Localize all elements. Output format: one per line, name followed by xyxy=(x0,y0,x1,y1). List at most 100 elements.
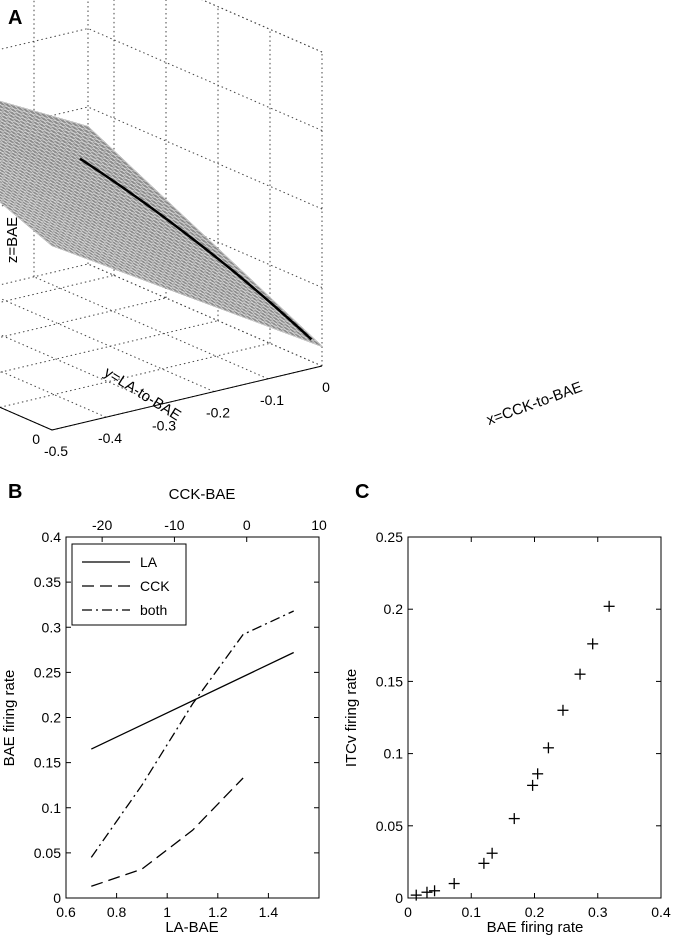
panel-c-y-tick-label: 0.15 xyxy=(376,673,403,689)
panel-a-side-wall-grid-line xyxy=(87,106,323,210)
panel-a-mesh-line xyxy=(0,157,184,217)
panel-a-x-tick-label: -0.1 xyxy=(260,392,284,408)
panel-b-top-x-tick-label: -10 xyxy=(164,517,184,533)
panel-a-mesh-line xyxy=(0,193,253,282)
panel-c-point xyxy=(486,847,498,859)
panel-b-top-x-tick-label: -20 xyxy=(92,517,112,533)
panel-c-y-tick-label: 0.25 xyxy=(376,529,403,545)
panel-a-y-axis-line xyxy=(0,406,53,431)
panel-a-back-wall-grid-line xyxy=(0,263,89,286)
panel-a-mesh-line xyxy=(0,182,232,262)
panel-a-mesh-line xyxy=(0,123,126,162)
panel-c-point xyxy=(429,885,441,897)
panel-a-mesh-line xyxy=(0,154,179,212)
panel-a-mesh-line xyxy=(30,227,301,327)
panel-c-y-tick-label: 0.1 xyxy=(384,746,404,762)
panel-a-mesh-line xyxy=(0,173,108,267)
panel-b-y-label: BAE firing rate xyxy=(1,670,18,767)
panel-c-scatter-chart: 0 0.05 0.1 0.15 0.2 0.25 0 0.1 0.2 0.3 0.4 BAE fi… xyxy=(343,529,671,936)
panel-a-mesh-line xyxy=(0,176,102,265)
panel-b-legend-label: LA xyxy=(140,554,158,570)
panel-b-x-tick-label: 1 xyxy=(163,904,171,920)
panel-b-series-both-line xyxy=(90,610,294,858)
panel-a-mesh-line xyxy=(3,205,275,302)
panel-a-mesh-line xyxy=(19,218,291,317)
panel-a-x-tick-label: 0 xyxy=(322,379,330,395)
panel-b-series xyxy=(90,610,294,887)
panel-a-mesh-line xyxy=(9,209,280,307)
panel-b-top-x-ticks: -20 -10 0 10 xyxy=(92,517,327,542)
panel-label-b: B xyxy=(8,481,22,503)
panel-a-mesh-line xyxy=(0,195,259,287)
panel-b-legend-label: CCK xyxy=(140,578,170,594)
panel-c-x-tick-label: 0.2 xyxy=(525,904,545,920)
panel-a-surface xyxy=(0,100,323,347)
panel-a-x-tick-label: -0.3 xyxy=(152,417,176,433)
panel-a-y-ticks: 00.10.20.30.4 xyxy=(32,431,40,447)
panel-a-mesh-line xyxy=(0,189,77,255)
panel-c-point xyxy=(478,857,490,869)
panel-a-mesh-line xyxy=(51,245,323,347)
panel-a-mesh-line xyxy=(0,126,131,167)
panel-a-mesh-line xyxy=(0,195,65,251)
panel-a-z-label: z=BAE xyxy=(4,217,21,263)
panel-a-mesh-line xyxy=(0,179,96,262)
panel-a-mesh-line xyxy=(0,129,136,172)
panel-b-top-x-label: CCK-BAE xyxy=(169,486,236,503)
panel-a-floor-grid-line xyxy=(0,297,167,338)
panel-a-mesh-line xyxy=(0,133,142,177)
panel-a-mesh-line xyxy=(0,107,99,137)
panel-a-surface-plot: 00.20.40.60.8 00.10.20.30.4 -0.5-0.4-0.3… xyxy=(0,0,585,459)
panel-a-side-wall-grid-line xyxy=(87,28,323,131)
panel-b-y-tick-label: 0 xyxy=(53,890,61,906)
panel-a-mesh-line xyxy=(0,185,237,267)
panel-a-mesh-line xyxy=(41,236,312,337)
panel-label-a: A xyxy=(8,7,22,29)
panel-a-x-ticks: -0.5 -0.4 -0.3 -0.2 -0.1 0 xyxy=(44,379,330,459)
panel-a-floor-grid-line xyxy=(0,342,271,408)
panel-c-y-tick-label: 0.2 xyxy=(384,601,404,617)
panel-c-y-label: ITCv firing rate xyxy=(343,669,360,767)
panel-c-point xyxy=(448,878,460,890)
panel-a-floor-grid-line xyxy=(33,276,269,380)
panel-b-y-tick-label: 0.35 xyxy=(34,574,61,590)
panel-a-mesh-line xyxy=(0,176,222,252)
panel-b-x-tick-label: 0.8 xyxy=(107,904,127,920)
panel-a-y-tick-label: 0 xyxy=(32,431,40,447)
panel-c-point xyxy=(557,704,569,716)
panel-a-mesh-line xyxy=(0,168,206,237)
panel-c-point xyxy=(508,813,520,825)
panel-a-mesh-line xyxy=(0,120,120,157)
panel-c-y-tick-label: 0 xyxy=(395,890,403,906)
panel-c-point xyxy=(603,600,615,612)
panel-a-mesh-line xyxy=(0,139,152,187)
panel-b-y-tick-label: 0.4 xyxy=(42,529,62,545)
panel-a-mesh-line xyxy=(0,186,83,258)
panel-a-mesh-line xyxy=(0,162,195,227)
panel-a-mesh-line xyxy=(0,170,114,269)
panel-a-x-axis-line xyxy=(51,365,323,431)
panel-b-x-ticks: 0.6 0.8 1 1.2 1.4 xyxy=(56,893,278,920)
panel-b-legend-box xyxy=(71,543,187,626)
panel-a-back-wall-grid-line xyxy=(0,28,89,50)
panel-a-mesh-line xyxy=(0,179,227,257)
panel-a-mesh-line xyxy=(46,240,317,342)
panel-b-top-x-tick-label: 10 xyxy=(311,517,327,533)
panel-a-mesh-line xyxy=(0,171,211,242)
panel-c-plot-frame xyxy=(407,536,662,899)
panel-b-x-tick-label: 1.2 xyxy=(208,904,228,920)
panel-a-mesh-line xyxy=(0,136,147,182)
panel-a-mesh-line xyxy=(0,201,269,297)
panel-a-mesh-line xyxy=(0,110,105,142)
panel-a-trajectory-curve xyxy=(79,157,313,341)
panel-a-mesh-line xyxy=(0,174,216,247)
panel-a-mesh-line xyxy=(0,192,71,253)
panel-c-point xyxy=(410,889,422,901)
panel-a-mesh-line xyxy=(0,183,90,260)
panel-a-floor-grid-line xyxy=(0,370,107,418)
panel-b-top-x-tick-label: 0 xyxy=(243,517,251,533)
panel-c-y-tick-label: 0.05 xyxy=(376,818,403,834)
panel-a-x-tick-label: -0.4 xyxy=(98,430,122,446)
panel-a-mesh-line xyxy=(0,117,115,152)
